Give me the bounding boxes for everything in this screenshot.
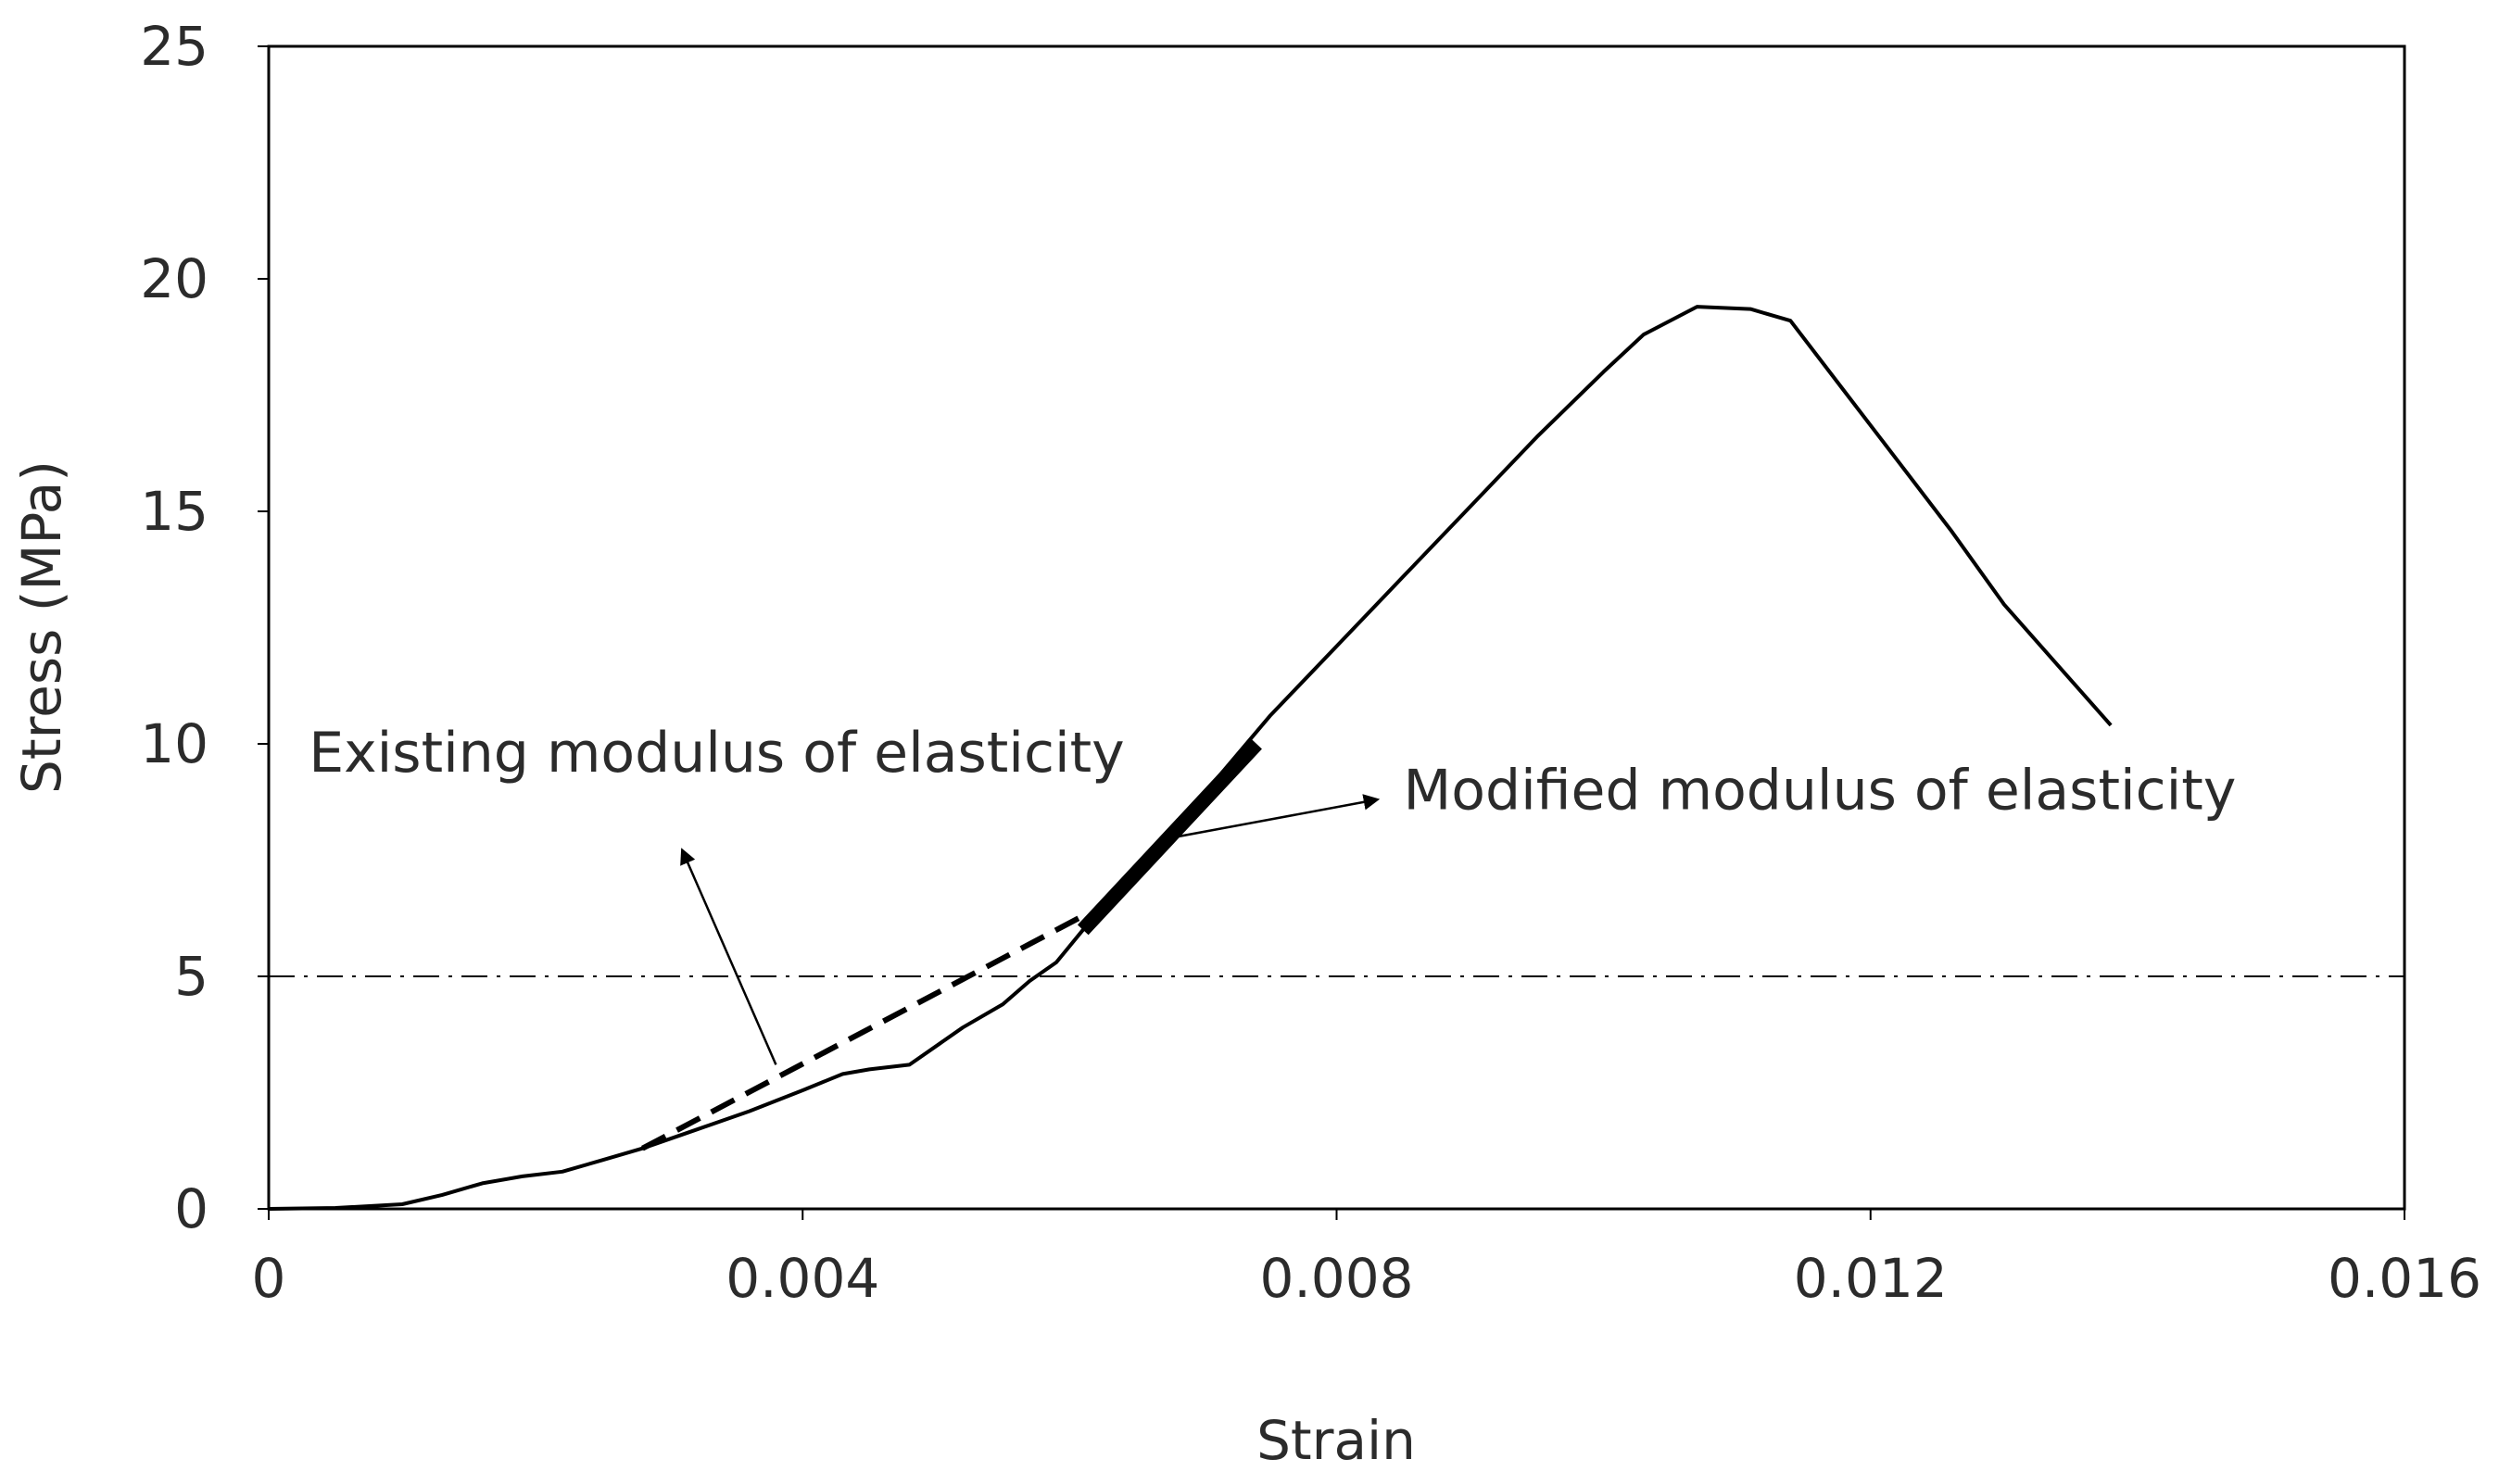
annotation-label-1: Modified modulus of elasticity bbox=[1404, 758, 2237, 823]
series-line-2 bbox=[1077, 738, 1262, 936]
x-axis-title: Strain bbox=[1256, 1409, 1416, 1472]
x-tick-label-3: 0.012 bbox=[1794, 1247, 1948, 1310]
y-tick-label-1: 5 bbox=[174, 945, 208, 1008]
x-tick-label-1: 0.004 bbox=[726, 1247, 879, 1310]
series-line-1 bbox=[640, 913, 1085, 1151]
y-tick-label-0: 0 bbox=[174, 1177, 208, 1240]
x-tick-label-0: 0 bbox=[252, 1247, 286, 1310]
y-axis-ticks: 0 5 10 15 20 25 bbox=[140, 15, 269, 1240]
series-layer bbox=[268, 305, 2113, 1211]
annotation-arrow-0 bbox=[680, 848, 777, 1065]
plot-area-frame bbox=[267, 44, 2406, 1211]
annotation-arrow-1 bbox=[1176, 794, 1381, 838]
x-axis-ticks: 0 0.004 0.008 0.012 0.016 bbox=[252, 1209, 2481, 1310]
y-axis-title: Stress (MPa) bbox=[10, 460, 73, 794]
annotation-label-0: Existing modulus of elasticity bbox=[309, 721, 1124, 786]
y-tick-label-4: 20 bbox=[140, 247, 208, 310]
x-tick-label-4: 0.016 bbox=[2328, 1247, 2481, 1310]
y-tick-label-3: 15 bbox=[140, 480, 208, 543]
y-tick-label-5: 25 bbox=[140, 15, 208, 78]
series-line-0 bbox=[268, 305, 2113, 1211]
x-tick-label-2: 0.008 bbox=[1259, 1247, 1413, 1310]
y-tick-label-2: 10 bbox=[140, 712, 208, 775]
annotation-layer: Existing modulus of elasticity Modified m… bbox=[309, 721, 2237, 1065]
